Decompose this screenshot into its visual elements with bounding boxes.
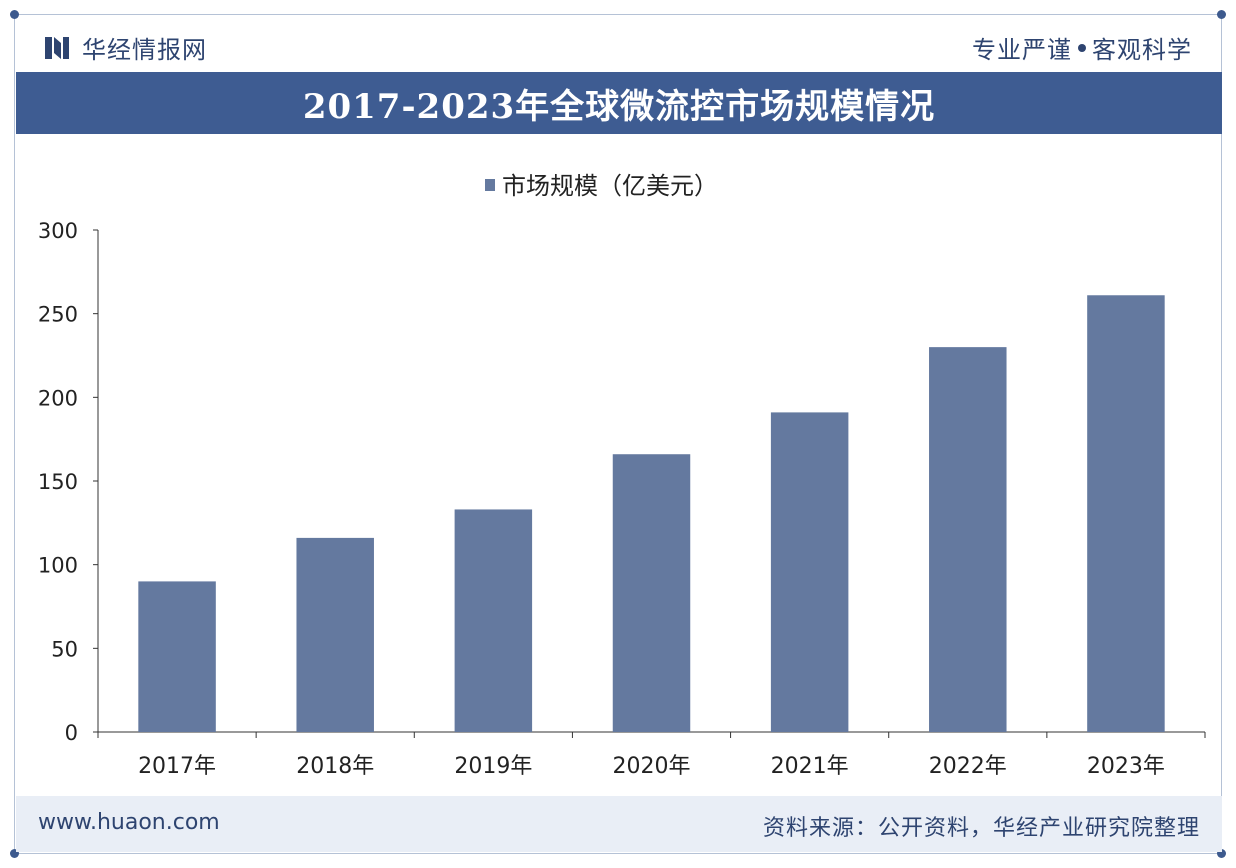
slogan: 专业严谨 客观科学 (972, 30, 1192, 65)
brand: 华经情报网 (44, 30, 207, 65)
slogan-right: 客观科学 (1092, 36, 1192, 64)
x-tick-labels: 2017年 2018年 2019年 2020年 2021年 2022年 2023年 (138, 754, 1165, 779)
footer: www.huaon.com 资料来源：公开资料，华经产业研究院整理 (16, 796, 1222, 852)
legend-swatch (485, 179, 495, 191)
bar (612, 454, 691, 732)
bar (929, 347, 1007, 732)
y-tick-label: 0 (65, 721, 78, 745)
x-tick-label: 2022年 (929, 754, 1007, 779)
bar (1087, 295, 1165, 732)
website-link[interactable]: www.huaon.com (38, 810, 220, 835)
x-tick-label: 2021年 (771, 754, 849, 779)
source-note: 资料来源：公开资料，华经产业研究院整理 (762, 816, 1200, 841)
y-tick-label: 50 (51, 637, 78, 661)
x-tick-label: 2023年 (1087, 754, 1165, 779)
y-tick-label: 300 (38, 219, 78, 243)
bar (454, 509, 533, 732)
legend: 市场规模（亿美元） (485, 172, 718, 200)
x-tick-label: 2019年 (454, 754, 532, 779)
header: 华经情报网 专业严谨 客观科学 (16, 16, 1220, 72)
bar (138, 581, 216, 732)
chart-title: 2017-2023年全球微流控市场规模情况 (302, 86, 936, 127)
chart-frame (14, 14, 1222, 854)
y-tick-labels: 0 50 100 150 200 250 300 (38, 219, 78, 745)
bar (296, 537, 374, 732)
frame-corner-dot (10, 10, 19, 19)
y-tick-label: 150 (38, 470, 78, 494)
logo-icon (45, 36, 69, 59)
brand-name: 华经情报网 (82, 36, 207, 64)
x-tick-label: 2017年 (138, 754, 216, 779)
x-tick-label: 2020年 (613, 754, 691, 779)
title-bar: 2017-2023年全球微流控市场规模情况 (16, 72, 1222, 134)
y-tick-label: 100 (38, 554, 78, 578)
legend-label: 市场规模（亿美元） (502, 172, 718, 200)
x-tick-label: 2018年 (296, 754, 374, 779)
bars (138, 295, 1165, 732)
frame-corner-dot (1217, 849, 1226, 858)
bar (770, 412, 849, 732)
frame-corner-dot (1217, 10, 1226, 19)
y-tick-label: 200 (38, 386, 78, 410)
slogan-left: 专业严谨 (972, 36, 1072, 64)
separator-dot (1078, 43, 1086, 52)
y-tick-label: 250 (38, 303, 78, 327)
frame-corner-dot (10, 849, 19, 858)
